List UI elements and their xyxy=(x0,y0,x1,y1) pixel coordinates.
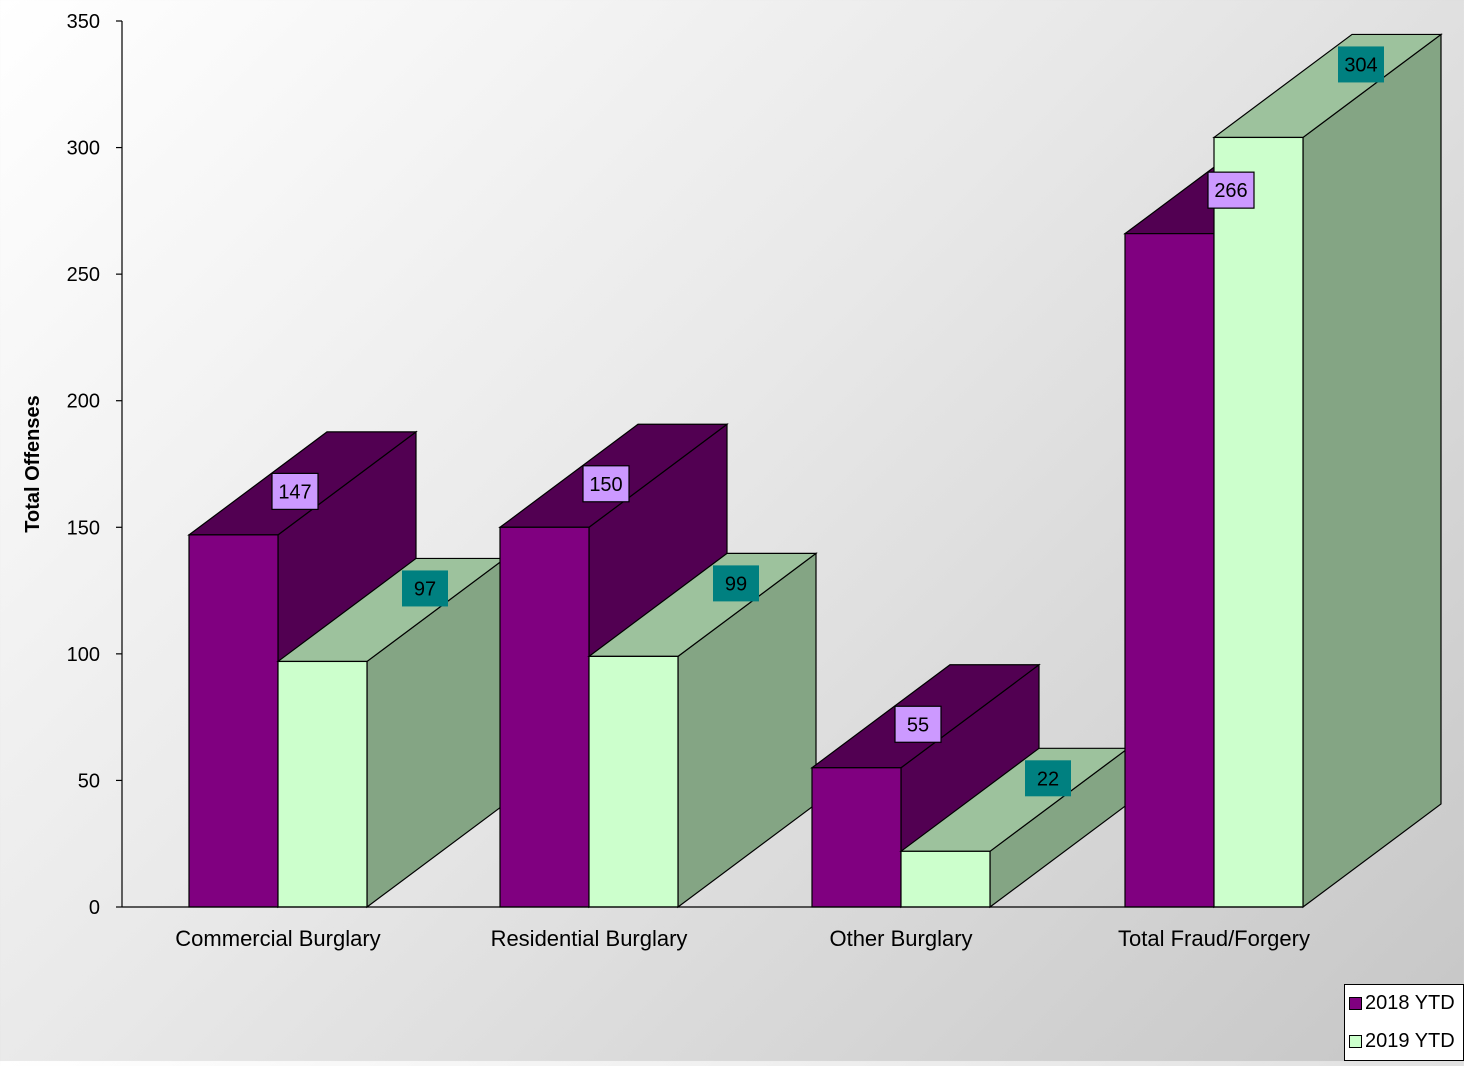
x-category-label: Total Fraud/Forgery xyxy=(1118,926,1310,951)
data-label-2018-3-text: 266 xyxy=(1214,180,1247,202)
data-label-2019-3: 304 xyxy=(1338,46,1384,82)
data-label-2019-3-text: 304 xyxy=(1344,54,1377,76)
legend-label-2018: 2018 YTD xyxy=(1365,992,1455,1015)
x-category-label: Other Burglary xyxy=(829,926,972,951)
bar-2019-3-front xyxy=(1214,137,1303,907)
bar-2019-3-side xyxy=(1303,34,1441,907)
bar-2018-0-front xyxy=(189,535,278,907)
legend-label-2019: 2019 YTD xyxy=(1365,1030,1455,1053)
bar-2018-1-front xyxy=(500,527,589,907)
x-category-label: Residential Burglary xyxy=(491,926,688,951)
data-label-2018-0-text: 147 xyxy=(278,481,311,503)
y-tick-label: 0 xyxy=(89,897,100,919)
y-tick-label: 250 xyxy=(67,264,100,286)
data-label-2018-0: 147 xyxy=(272,473,318,509)
data-label-2018-1-text: 150 xyxy=(589,474,622,496)
data-label-2019-2: 22 xyxy=(1025,760,1071,796)
bar-2019-1-front xyxy=(589,656,678,907)
legend-item-2019: 2019 YTD xyxy=(1349,1029,1455,1053)
bar-2019-3 xyxy=(1214,34,1441,907)
y-tick-label: 200 xyxy=(67,391,100,413)
data-label-2018-2: 55 xyxy=(895,706,941,742)
legend-swatch-2018 xyxy=(1349,997,1362,1010)
y-tick-label: 150 xyxy=(67,517,100,539)
y-axis-title: Total Offenses xyxy=(22,395,44,532)
bar-2018-2-front xyxy=(812,768,901,907)
legend-item-2018: 2018 YTD xyxy=(1349,991,1455,1015)
y-tick-label: 350 xyxy=(67,11,100,33)
data-label-2018-2-text: 55 xyxy=(907,714,929,736)
y-tick-label: 300 xyxy=(67,138,100,160)
y-tick-label: 100 xyxy=(67,644,100,666)
data-label-2019-2-text: 22 xyxy=(1037,768,1059,790)
x-category-label: Commercial Burglary xyxy=(175,926,380,951)
data-label-2018-3: 266 xyxy=(1208,172,1254,208)
data-label-2019-0: 97 xyxy=(402,570,448,606)
legend: 2018 YTD 2019 YTD xyxy=(1344,984,1464,1061)
data-label-2018-1: 150 xyxy=(583,466,629,502)
data-label-2019-0-text: 97 xyxy=(414,578,436,600)
legend-swatch-2019 xyxy=(1349,1035,1362,1048)
bar-2018-3-front xyxy=(1125,234,1214,907)
bar-2019-0-front xyxy=(278,661,367,907)
data-label-2019-1-text: 99 xyxy=(725,573,747,595)
bar-2019-2-front xyxy=(901,851,990,907)
y-tick-label: 50 xyxy=(78,770,100,792)
data-label-2019-1: 99 xyxy=(713,565,759,601)
